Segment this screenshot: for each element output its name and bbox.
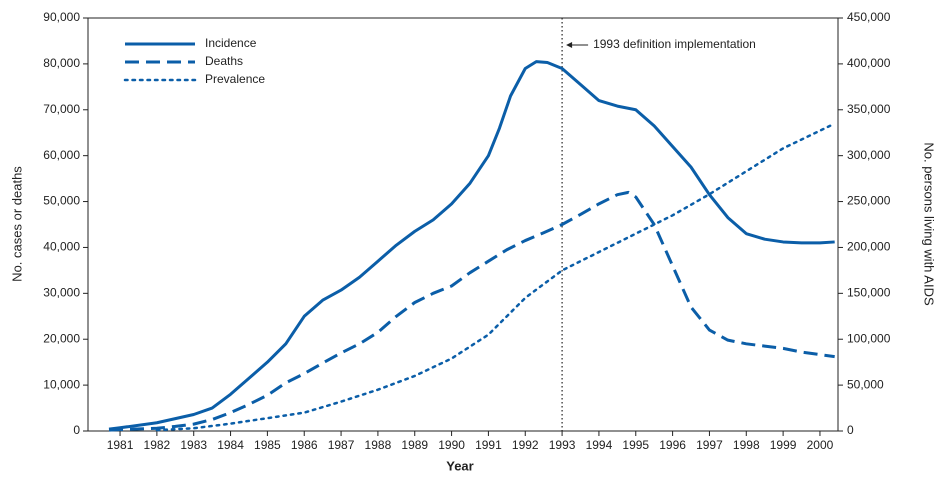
y-tick-label: 40,000 [43,240,80,254]
x-tick-label: 1998 [733,438,760,452]
x-tick-label: 1983 [180,438,207,452]
x-tick-label: 1995 [622,438,649,452]
y-tick-label: 20,000 [43,331,80,345]
x-tick-label: 1999 [770,438,797,452]
y-tick-label: 0 [73,423,80,437]
y2-tick-label: 0 [847,423,854,437]
x-tick-label: 1991 [475,438,502,452]
x-tick-label: 1994 [586,438,613,452]
y-tick-label: 30,000 [43,286,80,300]
y2-axis-title: No. persons living with AIDS [922,142,937,306]
x-tick-label: 1993 [549,438,576,452]
x-tick-label: 1992 [512,438,539,452]
x-tick-label: 1985 [254,438,281,452]
x-tick-label: 1987 [328,438,355,452]
x-tick-label: 1990 [438,438,465,452]
legend-label: Prevalence [205,72,265,86]
series-line [108,60,835,431]
y2-tick-label: 350,000 [847,102,891,116]
legend-label: Deaths [205,54,243,68]
annotation-arrowhead [566,42,573,48]
x-tick-label: 1982 [144,438,171,452]
y2-tick-label: 150,000 [847,286,891,300]
series-line [108,190,835,432]
y2-tick-label: 450,000 [847,10,891,24]
x-tick-label: 1981 [107,438,134,452]
y-tick-label: 90,000 [43,10,80,24]
y2-tick-label: 250,000 [847,194,891,208]
x-tick-label: 2000 [807,438,834,452]
x-tick-label: 1988 [365,438,392,452]
y2-tick-label: 300,000 [847,148,891,162]
x-tick-label: 1986 [291,438,318,452]
x-tick-label: 1997 [696,438,723,452]
plot-frame [87,17,839,432]
y-tick-label: 10,000 [43,377,80,391]
x-tick-label: 1996 [659,438,686,452]
y2-tick-label: 100,000 [847,331,891,345]
y2-tick-label: 400,000 [847,56,891,70]
series-line [155,124,833,432]
legend-label: Incidence [205,36,257,50]
y-tick-label: 60,000 [43,148,80,162]
y-axis-title: No. cases or deaths [9,166,24,282]
y2-tick-label: 200,000 [847,240,891,254]
y2-tick-label: 50,000 [847,377,884,391]
y-tick-label: 70,000 [43,102,80,116]
y-tick-label: 80,000 [43,56,80,70]
x-tick-label: 1989 [401,438,428,452]
y-tick-label: 50,000 [43,194,80,208]
annotation-text: 1993 definition implementation [593,37,756,51]
x-tick-label: 1984 [217,438,244,452]
x-axis-title: Year [446,458,473,473]
